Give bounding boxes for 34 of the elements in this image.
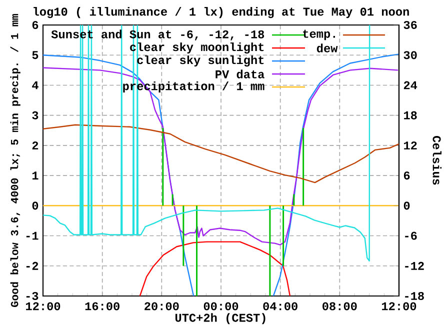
legend-label: PV data bbox=[216, 70, 264, 78]
y-tick-label: 4 bbox=[32, 81, 38, 90]
y-tick-label: 2 bbox=[32, 141, 38, 150]
y2-tick-label: 12 bbox=[404, 141, 417, 150]
y-tick-label: 6 bbox=[32, 20, 38, 30]
x-axis-title: UTC+2h (CEST) bbox=[175, 313, 266, 324]
x-tick-label: 20:00 bbox=[144, 302, 179, 310]
y-axis-title: Good below 3.6, 4000 lx; 5 min precip. / 1 mm bbox=[10, 14, 20, 307]
y-tick-label: 0 bbox=[32, 202, 38, 210]
y2-tick-label: -12 bbox=[405, 262, 424, 270]
x-tick-label: 00:00 bbox=[204, 302, 238, 310]
y2-tick-label: 18 bbox=[404, 111, 417, 120]
y-tick-label: -3 bbox=[26, 292, 38, 300]
legend-label: temp. bbox=[303, 30, 335, 40]
y2-tick-label: 6 bbox=[404, 172, 410, 180]
x-tick-label: 08:00 bbox=[322, 302, 357, 310]
x-tick-label: 04:00 bbox=[263, 302, 298, 310]
y2-tick-label: -6 bbox=[405, 232, 417, 240]
y2-tick-label: 36 bbox=[404, 20, 417, 30]
y-tick-label: 3 bbox=[32, 111, 38, 120]
legend-label: dew bbox=[316, 44, 338, 52]
y-tick-label: 5 bbox=[32, 51, 38, 60]
y2-axis-title: Celsius bbox=[432, 136, 442, 185]
x-tick-label: 16:00 bbox=[85, 302, 120, 310]
y-tick-label: 1 bbox=[32, 172, 38, 180]
y2-tick-label: 0 bbox=[404, 202, 410, 210]
y-tick-label: -2 bbox=[26, 262, 38, 270]
x-tick-label: 12:00 bbox=[382, 302, 416, 310]
y-tick-label: -1 bbox=[26, 232, 38, 240]
chart-title: log10 ( illuminance / 1 lx) ending at Tue May 01 noon bbox=[34, 7, 409, 18]
x-tick-label: 12:00 bbox=[26, 302, 60, 310]
y2-tick-label: 24 bbox=[404, 81, 418, 90]
y2-tick-label: 30 bbox=[404, 51, 417, 60]
y2-tick-label: -18 bbox=[405, 292, 424, 300]
